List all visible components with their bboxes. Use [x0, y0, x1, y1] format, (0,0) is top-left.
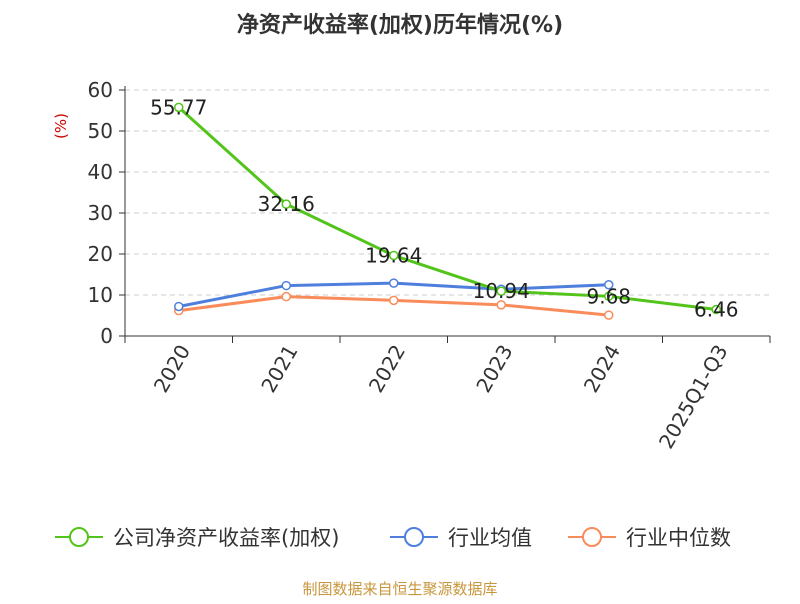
x-tick-label: 2022 [364, 341, 410, 397]
data-point [389, 250, 399, 261]
data-point [281, 291, 291, 302]
data-point [496, 300, 506, 310]
data-label: 6.46 [694, 298, 739, 322]
data-label: 32.16 [258, 192, 315, 216]
series-line [177, 106, 717, 312]
legend-item: 行业均值 [390, 526, 532, 550]
y-tick-label: 60 [88, 78, 113, 102]
x-tick-label: 2025Q1-Q3 [654, 341, 733, 453]
series-lines [174, 102, 721, 320]
data-point [281, 199, 291, 209]
legend-label: 公司净资产收益率(加权) [113, 526, 339, 550]
legend-marker-icon [582, 527, 602, 547]
legend: 公司净资产收益率(加权) 行业均值 行业中位数 [55, 526, 731, 550]
data-point [389, 278, 399, 288]
data-point [281, 280, 291, 291]
legend-label: 行业中位数 [626, 526, 731, 550]
data-label: 9.68 [586, 284, 631, 308]
y-tick-label: 20 [88, 242, 113, 266]
data-point [711, 304, 721, 315]
data-label: 10.94 [473, 279, 530, 303]
y-axis-unit-label: (%) [52, 113, 70, 139]
grid-lines [125, 89, 770, 296]
x-tick-label: 2021 [256, 341, 302, 397]
legend-marker-icon [69, 527, 89, 547]
data-point [604, 291, 614, 302]
y-tick-label: 10 [88, 283, 113, 307]
legend-item: 行业中位数 [568, 526, 731, 550]
data-labels: 55.77 32.16 19.64 10.94 9.68 6.46 [150, 95, 738, 321]
y-tick-label: 50 [88, 119, 113, 143]
legend-item: 公司净资产收益率(加权) [55, 526, 339, 550]
y-tick-label: 0 [100, 324, 113, 348]
data-point [604, 310, 614, 320]
data-point [496, 286, 506, 296]
data-label: 19.64 [365, 243, 422, 267]
data-point [174, 301, 184, 312]
data-point [604, 280, 614, 290]
axes: 0 10 20 30 40 50 60 2020 2021 2022 2023 2024 2025Q1-… [88, 78, 771, 453]
x-tick-label: 2020 [149, 341, 195, 397]
x-tick-label: 2023 [471, 341, 517, 397]
data-label: 55.77 [150, 95, 207, 119]
legend-marker-icon [404, 527, 424, 547]
chart-title: 净资产收益率(加权)历年情况(%) [237, 12, 563, 38]
data-point [389, 295, 399, 306]
x-tick-label: 2024 [579, 341, 625, 397]
source-footnote: 制图数据来自恒生聚源数据库 [302, 580, 497, 598]
y-tick-label: 40 [88, 160, 113, 184]
y-tick-label: 30 [88, 201, 113, 225]
data-point [174, 102, 184, 113]
legend-label: 行业均值 [448, 526, 532, 550]
